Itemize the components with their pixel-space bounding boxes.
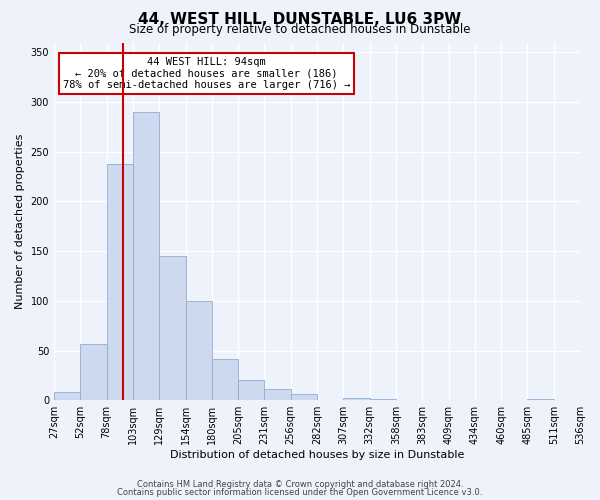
Text: Size of property relative to detached houses in Dunstable: Size of property relative to detached ho…	[129, 22, 471, 36]
Bar	[212, 360, 238, 400]
Text: 44 WEST HILL: 94sqm
← 20% of detached houses are smaller (186)
78% of semi-detac: 44 WEST HILL: 94sqm ← 20% of detached ho…	[63, 57, 350, 90]
Bar	[265, 390, 291, 400]
Bar	[291, 394, 317, 400]
Bar	[80, 344, 107, 400]
X-axis label: Distribution of detached houses by size in Dunstable: Distribution of detached houses by size …	[170, 450, 464, 460]
Bar	[54, 392, 80, 400]
Y-axis label: Number of detached properties: Number of detached properties	[15, 134, 25, 309]
Bar	[238, 380, 265, 400]
Text: Contains HM Land Registry data © Crown copyright and database right 2024.: Contains HM Land Registry data © Crown c…	[137, 480, 463, 489]
Text: 44, WEST HILL, DUNSTABLE, LU6 3PW: 44, WEST HILL, DUNSTABLE, LU6 3PW	[139, 12, 461, 28]
Bar	[370, 399, 396, 400]
Text: Contains public sector information licensed under the Open Government Licence v3: Contains public sector information licen…	[118, 488, 482, 497]
Bar	[185, 301, 212, 400]
Bar	[527, 399, 554, 400]
Bar	[159, 256, 185, 400]
Bar	[133, 112, 159, 400]
Bar	[107, 164, 133, 400]
Bar	[343, 398, 370, 400]
